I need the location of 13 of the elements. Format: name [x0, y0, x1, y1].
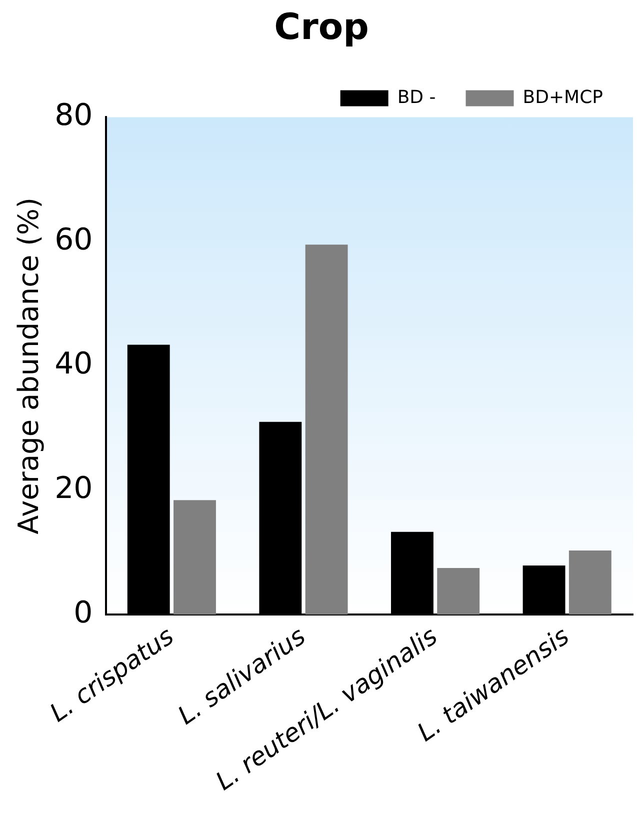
y-tick-label: 60 — [54, 222, 93, 258]
chart-title: Crop — [274, 6, 369, 48]
legend-label: BD - — [397, 86, 436, 108]
bar — [305, 244, 348, 615]
y-axis-title: Average abundance (%) — [12, 197, 46, 534]
legend-label: BD+MCP — [522, 86, 604, 108]
bar — [174, 500, 216, 615]
y-tick-label: 0 — [74, 595, 93, 630]
bar — [437, 568, 480, 615]
bar — [568, 550, 612, 615]
y-tick-label: 40 — [54, 346, 93, 382]
y-tick-label: 80 — [54, 98, 93, 133]
y-tick-label: 20 — [54, 471, 93, 506]
